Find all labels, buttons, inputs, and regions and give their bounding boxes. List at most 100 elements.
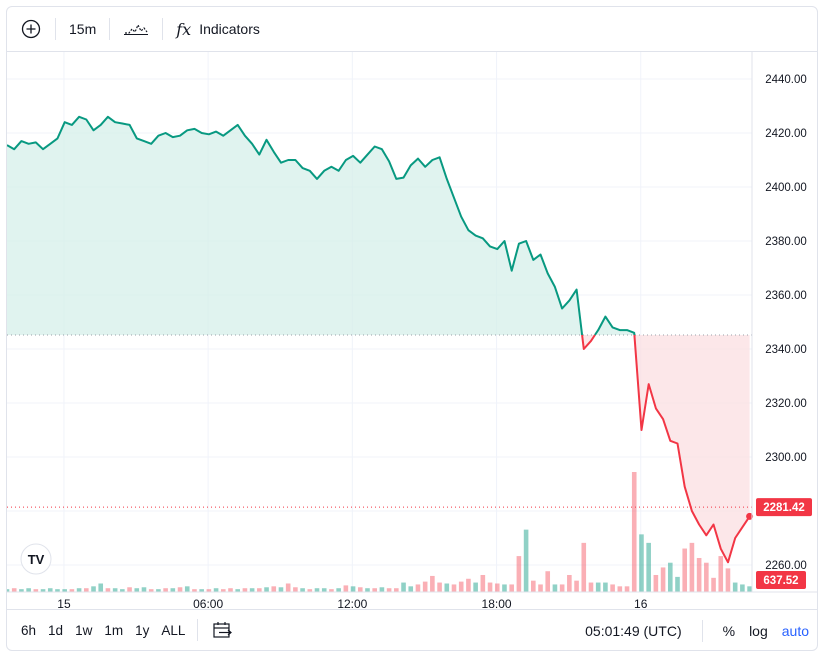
- volume-bar: [502, 584, 507, 592]
- price-tick-label: 2300.00: [765, 452, 807, 464]
- volume-bar: [84, 588, 89, 592]
- volume-bar: [624, 586, 630, 592]
- price-tick-label: 2360.00: [765, 290, 807, 302]
- volume-bar: [444, 583, 450, 592]
- price-axis[interactable]: 2260.002280.002300.002320.002340.002360.…: [765, 74, 807, 572]
- above-baseline-line: [594, 315, 636, 336]
- price-chart[interactable]: 2260.002280.002300.002320.002340.002360.…: [7, 52, 818, 612]
- area-fills: [7, 116, 750, 563]
- volume-bar: [451, 584, 457, 592]
- volume-bar: [76, 588, 82, 592]
- chart-type-button[interactable]: [116, 13, 156, 45]
- volume-bar: [365, 588, 370, 592]
- volume-bar: [127, 587, 132, 592]
- volume-bar: [134, 588, 140, 592]
- volume-bar: [120, 589, 125, 592]
- volume-bar: [357, 587, 363, 592]
- volume-label-text: 637.52: [763, 575, 798, 587]
- time-tick-label: 15: [57, 597, 71, 611]
- volume-bar: [192, 589, 197, 592]
- last-price-label-bg: [756, 498, 812, 517]
- price-tick-label: 2420.00: [765, 128, 807, 140]
- volume-bar: [646, 542, 651, 592]
- volume-bar: [206, 589, 212, 592]
- volume-bar: [704, 562, 709, 592]
- range-all[interactable]: ALL: [161, 622, 186, 638]
- volume-bar: [509, 584, 514, 592]
- range-1m[interactable]: 1m: [104, 622, 124, 638]
- below-baseline-line: [633, 334, 751, 564]
- volume-bar: [33, 589, 39, 592]
- volume-bar: [487, 582, 493, 592]
- last-price-label-text: 2281.42: [763, 502, 805, 514]
- range-1y[interactable]: 1y: [135, 622, 150, 638]
- volume-bar: [47, 588, 53, 592]
- volume-bar: [170, 588, 176, 592]
- volume-bar: [293, 587, 298, 592]
- range-1d[interactable]: 1d: [48, 622, 64, 638]
- volume-bar: [62, 589, 67, 592]
- range-6h[interactable]: 6h: [21, 622, 37, 638]
- tradingview-logo-text: TV: [28, 552, 45, 567]
- volume-bar: [69, 589, 75, 592]
- price-tick-label: 2340.00: [765, 344, 807, 356]
- volume-bar: [321, 588, 327, 592]
- below-baseline-line: [581, 334, 596, 350]
- volume-bar: [220, 589, 226, 592]
- volume-bar: [595, 582, 601, 592]
- volume-bar: [163, 588, 168, 592]
- volume-bar: [747, 586, 752, 592]
- price-tick-label: 2440.00: [765, 74, 807, 86]
- utc-time[interactable]: 05:01:49 (UTC): [585, 622, 682, 639]
- volume-bar: [314, 588, 320, 592]
- volume-bar: [689, 542, 695, 592]
- price-tick-label: 2260.00: [765, 560, 807, 572]
- volume-bar: [98, 583, 104, 592]
- range-1w[interactable]: 1w: [75, 622, 93, 638]
- volume-bar: [639, 534, 644, 592]
- volume-bar: [257, 588, 262, 592]
- fx-icon: fx: [176, 19, 192, 39]
- volume-bar: [696, 557, 702, 592]
- volume-bar: [588, 582, 594, 592]
- time-tick-label: 18:00: [482, 597, 512, 611]
- volume-bar: [494, 583, 500, 592]
- volume-bar: [718, 556, 724, 592]
- volume-bar: [156, 589, 161, 592]
- percent-toggle[interactable]: %: [722, 622, 736, 639]
- time-axis[interactable]: 15 06:00 12:00 18:00 16: [57, 597, 647, 611]
- volume-bar: [105, 588, 111, 592]
- price-tick-label: 2380.00: [765, 236, 807, 248]
- volume-bar: [531, 580, 536, 592]
- volume-bar: [430, 575, 435, 592]
- volume-bar: [732, 582, 738, 592]
- volume-bar: [112, 588, 118, 592]
- toolbar-divider: [109, 18, 111, 40]
- indicators-button[interactable]: fx Indicators: [169, 13, 267, 45]
- auto-toggle[interactable]: auto: [781, 622, 809, 639]
- calendar-arrow-icon: [213, 622, 233, 638]
- volume-bar: [271, 586, 277, 592]
- line-chart-icon: [124, 23, 149, 35]
- volume-bar: [415, 584, 421, 592]
- volume-bar: [213, 588, 219, 592]
- volume-bar: [401, 582, 406, 592]
- volume-bar: [480, 574, 486, 592]
- indicators-label: Indicators: [199, 21, 260, 37]
- volume-bar: [336, 588, 341, 592]
- volume-bar: [55, 589, 60, 592]
- log-toggle[interactable]: log: [749, 622, 768, 639]
- volume-bar: [610, 584, 615, 592]
- add-symbol-button[interactable]: [13, 13, 49, 45]
- volume-bars: [7, 472, 752, 592]
- volume-bar: [408, 586, 414, 592]
- volume-label-bg: [756, 571, 806, 589]
- volume-bar: [725, 568, 731, 592]
- goto-date-button[interactable]: [204, 614, 240, 646]
- volume-bar: [466, 578, 471, 592]
- volume-bar: [372, 588, 377, 592]
- interval-button[interactable]: 15m: [69, 21, 97, 37]
- chart-toolbar: 15m fx Indicators: [7, 7, 817, 52]
- tradingview-logo[interactable]: TV: [20, 543, 52, 575]
- chart-widget: 15m fx Indicators 2260.002280.002300.002…: [6, 6, 818, 651]
